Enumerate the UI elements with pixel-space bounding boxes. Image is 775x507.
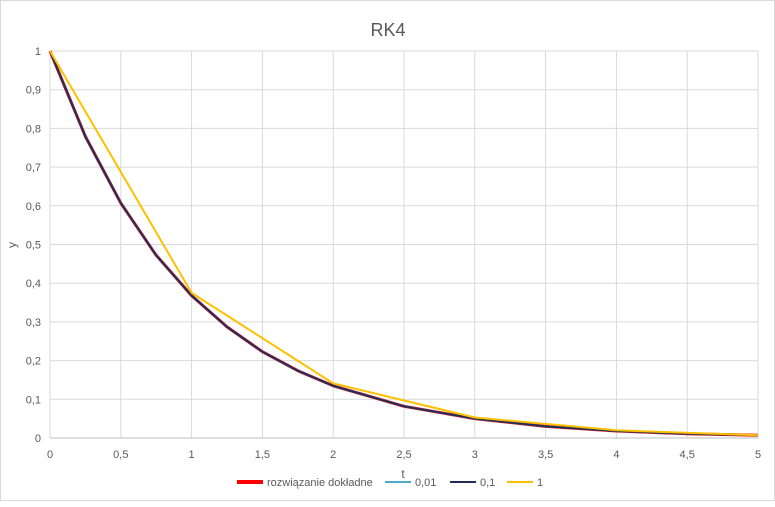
x-tick-label: 1,5: [255, 449, 270, 461]
y-tick-label: 0,5: [26, 240, 41, 252]
x-tick-label: 0: [47, 449, 53, 461]
y-tick-label: 0,3: [26, 317, 41, 329]
x-tick-label: 2,5: [396, 449, 411, 461]
y-tick-label: 0,9: [26, 85, 41, 97]
x-axis-ticks: 0 0,5 1 1,5 2 2,5 3 3,5 4 4,5 5: [47, 449, 761, 461]
x-tick-label: 5: [755, 449, 761, 461]
gridlines: [49, 50, 759, 439]
series-lines: [48, 50, 759, 437]
series-line-3: [49, 50, 759, 437]
y-tick-label: 0,2: [26, 356, 41, 368]
legend-label: 0,01: [415, 477, 436, 489]
x-tick-label: 2: [330, 449, 336, 461]
x-axis-label: t: [401, 467, 405, 481]
legend: rozwiązanie dokładne 0,01 0,1 1: [237, 477, 543, 489]
x-tick-label: 0,5: [113, 449, 128, 461]
chart-title: RK4: [370, 20, 405, 40]
y-tick-label: 1: [35, 46, 41, 58]
y-axis-ticks: 0 0,1 0,2 0,3 0,4 0,5 0,6 0,7 0,8 0,9 1: [26, 46, 41, 445]
x-tick-label: 1: [189, 449, 195, 461]
y-tick-label: 0,4: [26, 278, 41, 290]
x-tick-label: 4,5: [680, 449, 695, 461]
x-tick-label: 3,5: [538, 449, 553, 461]
y-tick-label: 0,8: [26, 123, 41, 135]
y-axis-label: y: [5, 242, 19, 248]
y-tick-label: 0,1: [26, 394, 41, 406]
y-tick-label: 0: [35, 433, 41, 445]
x-tick-label: 3: [472, 449, 478, 461]
y-tick-label: 0,6: [26, 201, 41, 213]
legend-label: rozwiązanie dokładne: [267, 477, 373, 489]
series-line-2: [49, 50, 759, 437]
legend-label: 0,1: [480, 477, 495, 489]
x-tick-label: 4: [613, 449, 619, 461]
y-tick-label: 0,7: [26, 162, 41, 174]
legend-label: 1: [537, 477, 543, 489]
